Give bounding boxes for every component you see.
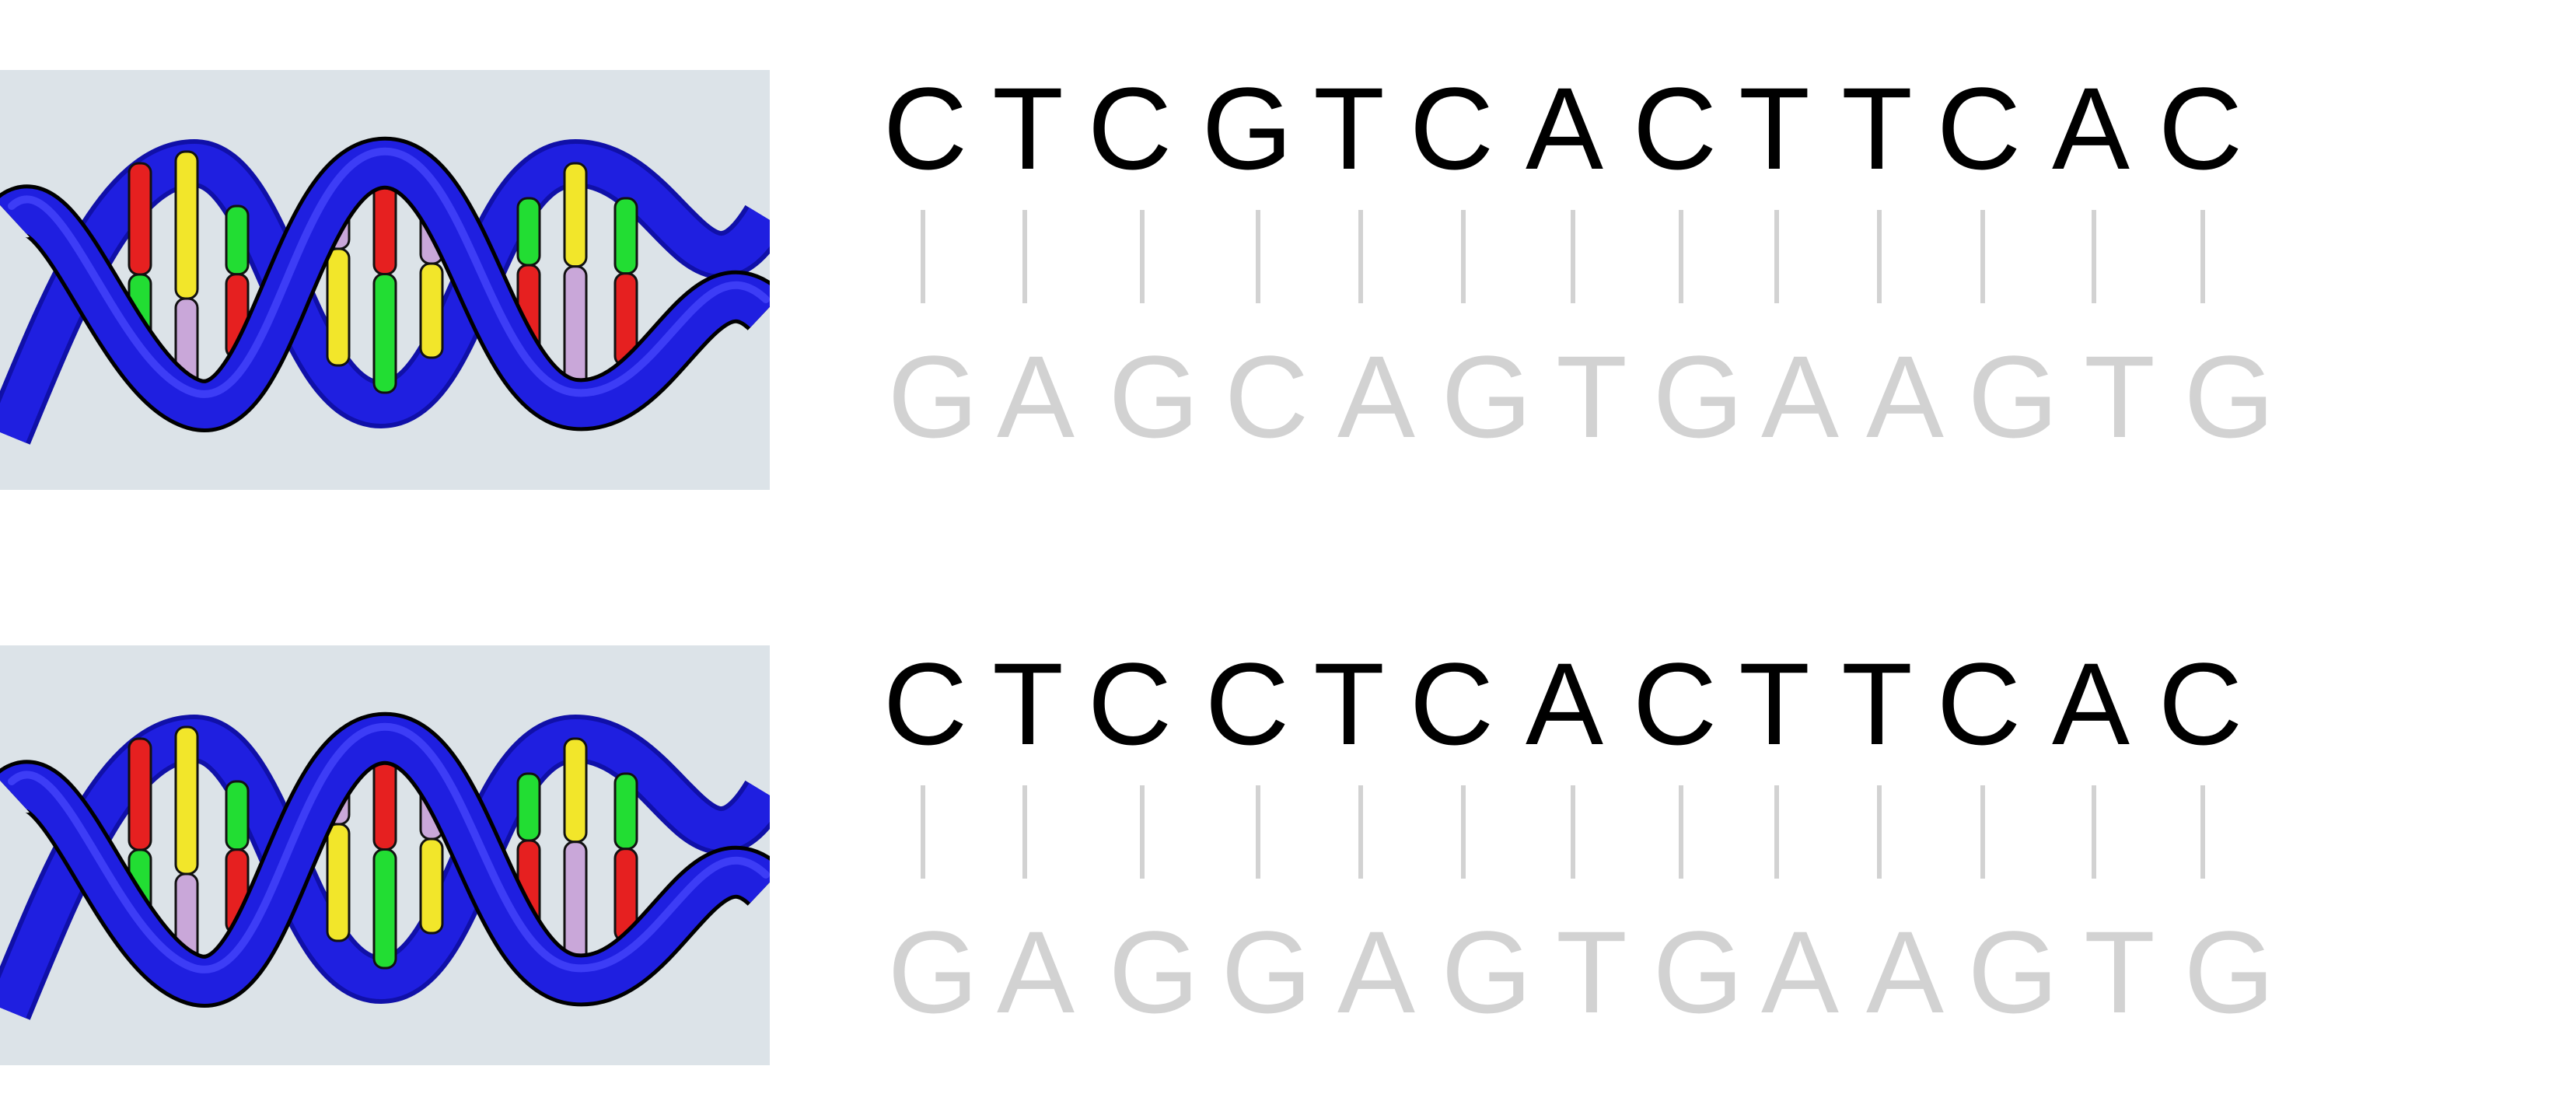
base-pair-tick	[1461, 785, 1466, 879]
nucleotide-base: G	[1967, 331, 2059, 462]
base-pair-tick	[1358, 785, 1363, 879]
nucleotide-base: G	[1652, 907, 1744, 1037]
nucleotide-base: A	[1525, 638, 1604, 769]
base-pair-tick	[2092, 210, 2096, 303]
nucleotide-base: G	[1201, 63, 1293, 194]
nucleotide-base: C	[1087, 63, 1173, 194]
base-pair-tick	[1877, 785, 1882, 879]
nucleotide-base: A	[1337, 907, 1416, 1037]
nucleotide-base: G	[1967, 907, 2059, 1037]
nucleotide-base: A	[996, 907, 1075, 1037]
nucleotide-base: T	[1556, 331, 1627, 462]
base-pair-rung	[174, 150, 199, 398]
nucleotide-base: T	[1841, 638, 1913, 769]
base-pair-rung	[174, 725, 199, 973]
nucleotide-base: G	[887, 331, 979, 462]
nucleotide-base: T	[1739, 63, 1810, 194]
base-pair-tick	[921, 210, 925, 303]
nucleotide-base: T	[1841, 63, 1913, 194]
base-pair-rung	[563, 162, 588, 394]
base-pair-tick	[2092, 785, 2096, 879]
nucleotide-base: T	[992, 63, 1064, 194]
nucleotide-base: G	[2183, 907, 2275, 1037]
nucleotide-base: T	[2084, 331, 2155, 462]
nucleotide-base: G	[2183, 331, 2275, 462]
nucleotide-base: C	[1632, 63, 1718, 194]
base-pair-tick	[1980, 210, 1985, 303]
base-pair-tick	[1774, 785, 1779, 879]
nucleotide-base: G	[1108, 331, 1200, 462]
base-pair-tick	[1774, 210, 1779, 303]
nucleotide-base: C	[883, 638, 968, 769]
nucleotide-base: C	[2158, 63, 2243, 194]
nucleotide-base: A	[1760, 331, 1840, 462]
nucleotide-base: T	[1313, 638, 1385, 769]
nucleotide-base: A	[1865, 331, 1945, 462]
base-pair-tick	[1022, 210, 1027, 303]
nucleotide-base: A	[1337, 331, 1416, 462]
base-pair-tick	[1571, 785, 1575, 879]
nucleotide-base: A	[2051, 638, 2130, 769]
nucleotide-base: T	[992, 638, 1064, 769]
nucleotide-base: T	[1739, 638, 1810, 769]
base-pair-tick	[1358, 210, 1363, 303]
base-pair-tick	[1256, 210, 1260, 303]
base-pair-tick	[921, 785, 925, 879]
nucleotide-base: C	[2158, 638, 2243, 769]
base-pair-rung	[613, 197, 638, 367]
nucleotide-base: G	[1221, 907, 1312, 1037]
base-pair-tick	[1140, 785, 1145, 879]
base-pair-tick	[1461, 210, 1466, 303]
pair-ticks	[879, 785, 2325, 879]
dna-helix-image	[0, 645, 770, 1065]
nucleotide-base: A	[1865, 907, 1945, 1037]
dna-double-helix-icon	[0, 711, 770, 1020]
nucleotide-base: T	[1556, 907, 1627, 1037]
base-pair-rung	[613, 772, 638, 942]
base-pair-tick	[2200, 785, 2205, 879]
nucleotide-base: A	[1525, 63, 1604, 194]
nucleotide-base: T	[2084, 907, 2155, 1037]
nucleotide-base: C	[1204, 638, 1290, 769]
base-pair-tick	[2200, 210, 2205, 303]
base-pair-tick	[1980, 785, 1985, 879]
nucleotide-base: C	[1632, 638, 1718, 769]
nucleotide-base: G	[1441, 907, 1533, 1037]
nucleotide-base: C	[1409, 63, 1494, 194]
nucleotide-base: G	[1108, 907, 1200, 1037]
nucleotide-base: A	[2051, 63, 2130, 194]
nucleotide-base: G	[1652, 331, 1744, 462]
nucleotide-base: G	[887, 907, 979, 1037]
base-pair-tick	[1571, 210, 1575, 303]
base-pair-tick	[1022, 785, 1027, 879]
nucleotide-base: A	[996, 331, 1075, 462]
nucleotide-base: A	[1760, 907, 1840, 1037]
base-pair-tick	[1256, 785, 1260, 879]
base-pair-tick	[1679, 785, 1683, 879]
nucleotide-base: C	[1409, 638, 1494, 769]
nucleotide-base: T	[1313, 63, 1385, 194]
base-pair-tick	[1877, 210, 1882, 303]
nucleotide-base: C	[1224, 331, 1309, 462]
dna-helix-image	[0, 70, 770, 490]
nucleotide-base: C	[1936, 63, 2022, 194]
base-pair-rung	[563, 737, 588, 970]
nucleotide-base: C	[1087, 638, 1173, 769]
nucleotide-base: G	[1441, 331, 1533, 462]
base-pair-tick	[1140, 210, 1145, 303]
nucleotide-base: C	[883, 63, 968, 194]
pair-ticks	[879, 210, 2325, 303]
nucleotide-base: C	[1936, 638, 2022, 769]
base-pair-tick	[1679, 210, 1683, 303]
dna-double-helix-icon	[0, 136, 770, 445]
